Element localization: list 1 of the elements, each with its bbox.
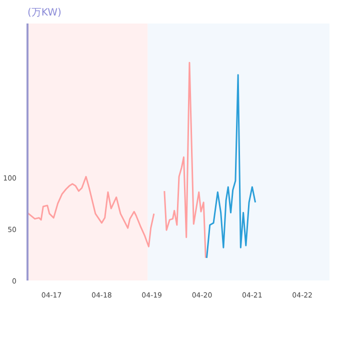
y-axis-title: (万KW)	[28, 8, 62, 18]
